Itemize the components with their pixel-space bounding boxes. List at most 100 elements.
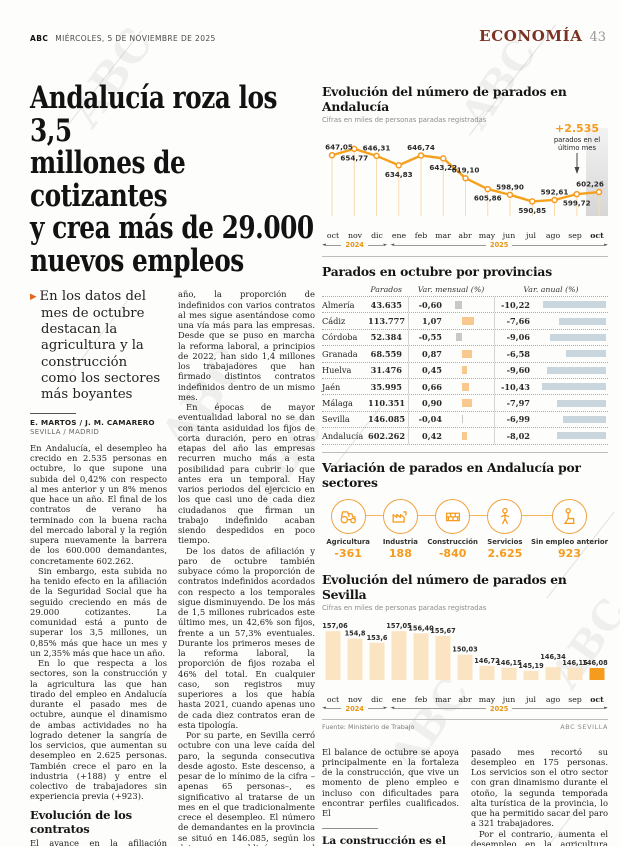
month-label: abr — [458, 694, 472, 704]
data-point — [328, 151, 336, 159]
parados-value: 31.476 — [370, 365, 402, 376]
sector-row: Agricultura -361 Industria 188 Construcción -… — [322, 498, 608, 560]
bar — [369, 642, 385, 680]
annotation-label: parados en el último mes — [553, 136, 601, 153]
annual-bar-zone — [534, 366, 608, 374]
annotation-badge: +2.535 parados en el último mes — [544, 122, 610, 179]
table-header: Parados Var. mensual (%) Var. anual (%) — [322, 283, 608, 297]
table-row: Sevilla 146.085 -0,04 -6,99 — [322, 411, 608, 429]
annual-bar-zone — [534, 350, 608, 358]
month-label: ene — [391, 231, 407, 240]
sector-circle — [552, 498, 587, 534]
monthly-bar — [455, 333, 462, 342]
monthly-variation: 0,87 — [408, 346, 446, 362]
monthly-bar-zone — [446, 300, 494, 309]
monthly-variation: 0,66 — [408, 378, 446, 395]
month-label: oct — [326, 694, 340, 704]
monthly-variation: 0,45 — [408, 362, 446, 378]
paragraph: año, la proporción de indefinidos con va… — [178, 289, 315, 402]
parados-value: 52.384 — [370, 332, 402, 343]
value-label: 646,74 — [407, 143, 435, 152]
month-label: mar — [435, 231, 451, 240]
province-name: Jaén — [322, 381, 341, 392]
annual-bar — [559, 317, 606, 325]
tractor-icon — [340, 511, 357, 524]
year-segment: ◄ 2024 ► — [322, 241, 387, 249]
chart-parados-sevilla: Evolución del número de parados en Sevil… — [322, 572, 608, 713]
value-label: 146,34 — [540, 653, 566, 661]
credit: ABC SEVILLA — [560, 722, 608, 731]
parados-value: 68.559 — [370, 348, 402, 359]
sector-circle — [487, 498, 523, 534]
bar — [589, 667, 605, 680]
month-label: sep — [568, 231, 582, 240]
month-label: oct — [326, 231, 340, 240]
source: Fuente: Ministerio de Trabajo — [322, 722, 415, 731]
year-segment: ◄ 2025 ► — [390, 241, 608, 249]
month-label: jun — [502, 694, 516, 704]
province-name: Almería — [322, 299, 355, 310]
year-axis: ◄ 2024 ► ◄ 2025 ► — [322, 705, 608, 713]
month-label: ene — [391, 694, 407, 704]
paragraph: pasado mes recortó su desempleo en 175 p… — [471, 746, 608, 829]
value-label: 602,26 — [576, 180, 604, 189]
sector-item: Construcción -840 — [427, 498, 479, 560]
byline: E. MARTOS / J. M. CAMARERO — [30, 417, 155, 427]
value-label: 156,40 — [408, 624, 434, 632]
year-line — [394, 708, 486, 710]
sector-item: Agricultura -361 — [322, 498, 374, 560]
month-label: ago — [545, 231, 561, 240]
chart-title: Evolución del número de parados en Sevil… — [322, 571, 567, 602]
column-header: Var. anual (%) — [523, 285, 579, 294]
month-label: dic — [371, 694, 383, 704]
annotation-value: +2.535 — [554, 122, 599, 135]
divider — [322, 256, 608, 257]
paragraph: Por el contrario, aumenta el desempleo e… — [471, 828, 608, 846]
sector-label: Construcción — [427, 537, 478, 546]
column-header: Var. mensual (%) — [417, 285, 485, 294]
sector-value: -361 — [334, 546, 362, 560]
month-label: mar — [435, 694, 451, 704]
sector-label: Sin empleo anterior — [531, 537, 608, 546]
quote-rule — [322, 828, 378, 830]
arrow-left-icon: ◄ — [390, 705, 395, 712]
table-parados-provincias: Parados en octubre por provincias Parado… — [322, 264, 608, 445]
table-row: Andalucía 602.262 0,42 -8,02 — [322, 428, 608, 445]
monthly-bar — [462, 431, 467, 440]
folio: ABC MIÉRCOLES, 5 DE NOVIEMBRE DE 2025 ECO… — [30, 26, 606, 45]
table-row: Huelva 31.476 0,45 -9,60 — [322, 362, 608, 379]
bar — [479, 665, 495, 680]
parados-value: 146.085 — [368, 414, 406, 425]
brand-logo: ABC — [30, 34, 49, 43]
waiter-icon — [500, 507, 509, 525]
monthly-bar-zone — [446, 431, 494, 440]
table-row: Almería 43.635 -0,60 -10,22 — [322, 297, 608, 314]
sector-value: 2.625 — [487, 546, 523, 560]
arrow-left-icon: ◄ — [322, 241, 326, 248]
province-name: Sevilla — [322, 414, 350, 425]
bar — [413, 632, 429, 680]
chart-title: Evolución del número de parados en Andal… — [322, 84, 567, 114]
sector-circle — [330, 498, 366, 534]
monthly-variation: 0,90 — [408, 395, 446, 411]
annual-variation: -10,22 — [494, 297, 534, 313]
monthly-bar — [462, 349, 472, 358]
value-label: 146,08 — [582, 659, 608, 667]
year-line — [325, 708, 342, 710]
bricks-icon — [445, 512, 460, 522]
year-line — [512, 244, 605, 246]
value-label: 619,10 — [452, 166, 480, 175]
chart-subtitle: Cifras en miles de personas paradas regi… — [322, 603, 487, 612]
arrow-right-icon: ► — [383, 241, 388, 248]
bar-chart: 157,06 154,8 153,6 157,05 156,40 155,67 150,03… — [322, 614, 608, 694]
annual-bar — [543, 301, 606, 309]
month-axis: oct nov dic ene feb mar abr may jun jul ago sep oct — [322, 695, 608, 704]
annual-bar-zone — [534, 301, 608, 309]
value-label: 592,61 — [541, 187, 569, 196]
year-label: 2024 — [345, 704, 364, 713]
pull-quote: La construcción es el sector que muestra… — [322, 835, 446, 846]
bar — [523, 670, 539, 680]
month-label: nov — [347, 694, 363, 704]
annual-bar — [565, 350, 606, 358]
